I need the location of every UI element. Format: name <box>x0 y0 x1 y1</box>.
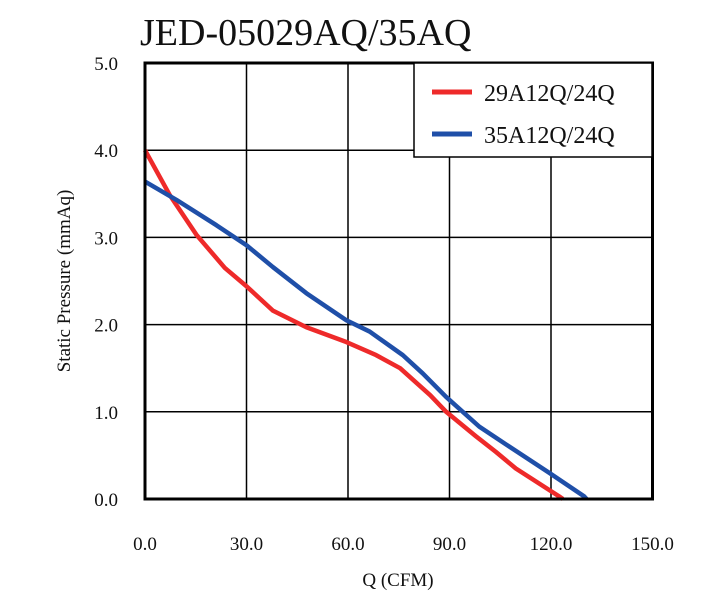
series-lines <box>143 149 589 501</box>
x-tick-label: 120.0 <box>530 534 573 555</box>
legend-label-1: 35A12Q/24Q <box>484 123 615 149</box>
plot-frame <box>143 61 654 501</box>
x-tick-label: 60.0 <box>331 534 364 555</box>
y-tick-label: 3.0 <box>94 228 118 249</box>
x-tick-labels: 0.0 30.0 60.0 90.0 120.0 150.0 <box>133 534 674 555</box>
y-tick-label: 5.0 <box>94 54 118 75</box>
x-axis-label: Q (CFM) <box>362 570 433 591</box>
x-tick-label: 0.0 <box>133 534 157 555</box>
series-line-0 <box>143 149 565 501</box>
y-tick-label: 0.0 <box>94 490 118 511</box>
x-tick-label: 90.0 <box>433 534 466 555</box>
chart-title: JED-05029AQ/35AQ <box>140 12 471 54</box>
legend-box <box>413 62 653 158</box>
y-tick-labels: 0.0 1.0 2.0 3.0 4.0 5.0 <box>94 54 118 511</box>
x-tick-label: 30.0 <box>230 534 263 555</box>
y-axis-label: Static Pressure (mmAq) <box>54 190 75 373</box>
x-tick-label: 150.0 <box>631 534 674 555</box>
y-tick-label: 4.0 <box>94 141 118 162</box>
series-line-1 <box>143 179 589 501</box>
y-tick-label: 2.0 <box>94 316 118 337</box>
y-tick-label: 1.0 <box>94 403 118 424</box>
legend-label-0: 29A12Q/24Q <box>484 81 615 107</box>
legend: 29A12Q/24Q 35A12Q/24Q <box>413 62 653 158</box>
